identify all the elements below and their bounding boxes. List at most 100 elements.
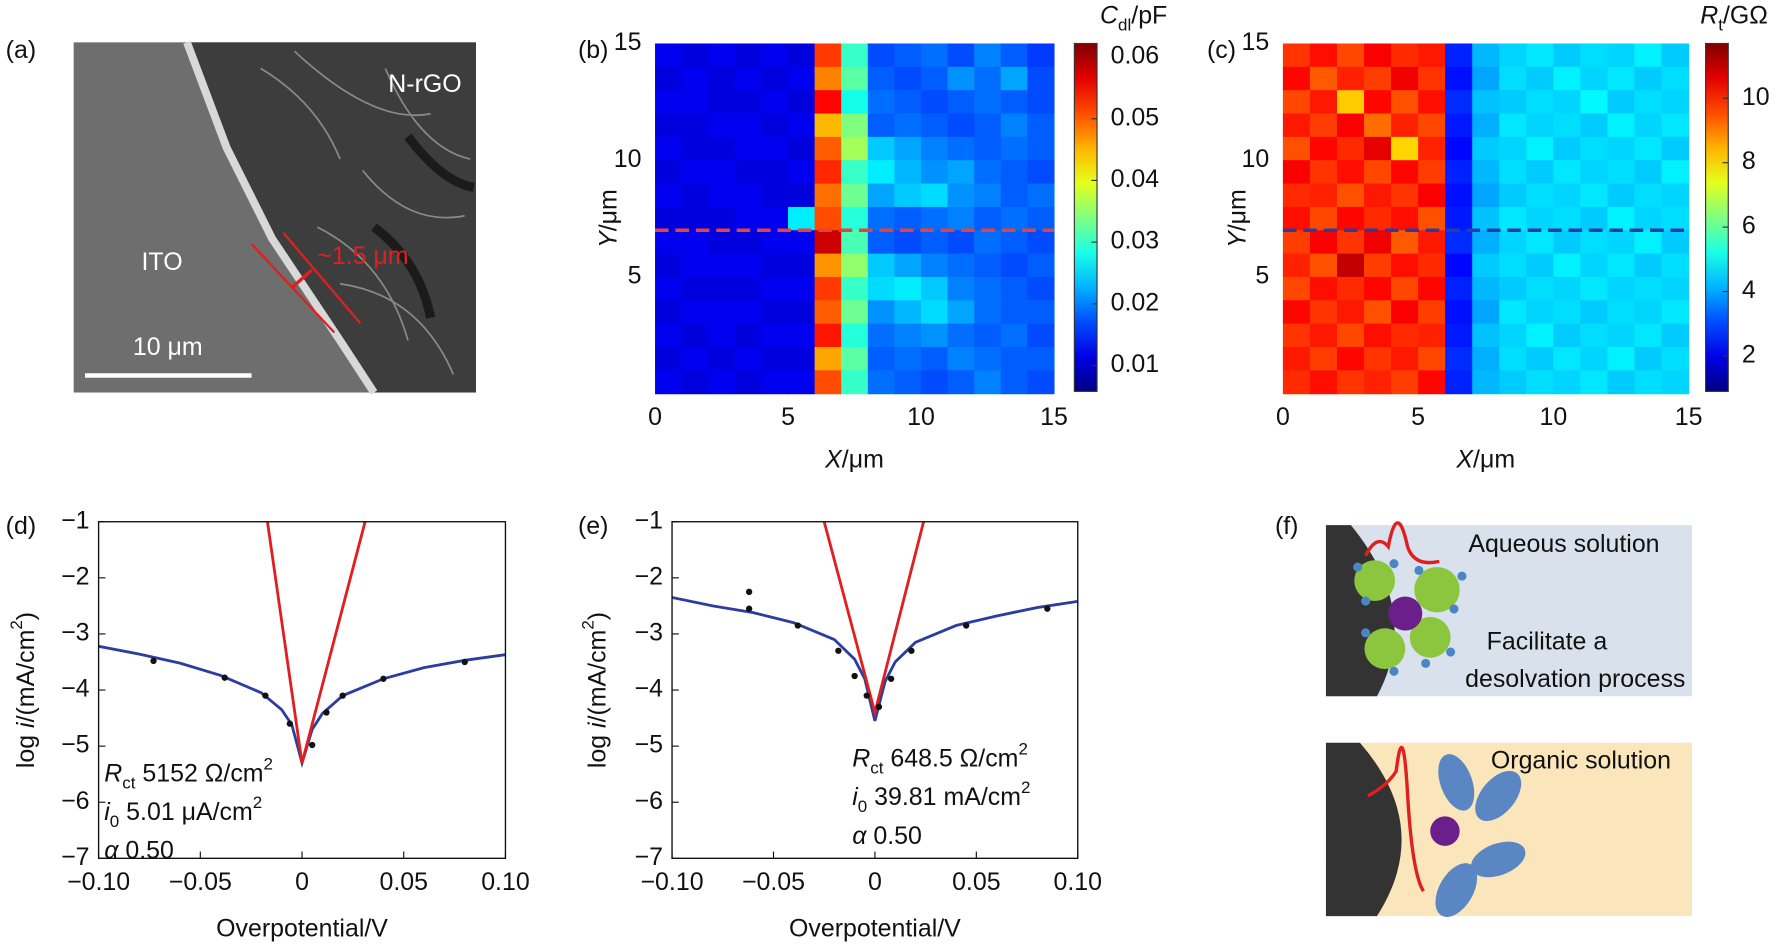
heatmap-cell — [1472, 346, 1500, 371]
heatmap-cell — [1634, 370, 1663, 395]
heatmap-cell — [1661, 253, 1690, 278]
colorbar-tick-label: 4 — [1742, 276, 1756, 304]
heatmap-cell — [1309, 136, 1338, 161]
heatmap-cell — [947, 90, 975, 115]
heatmap-cell — [974, 136, 1002, 161]
heatmap-cell — [1472, 43, 1500, 68]
heatmap-cell — [1472, 323, 1500, 348]
heatmap-cell — [1553, 136, 1581, 161]
colorbar-title-part: t — [1718, 15, 1723, 34]
heatmap-cell — [1000, 43, 1028, 68]
heatmap-cell — [814, 160, 842, 185]
heatmap-cell — [1282, 370, 1311, 395]
heatmap-cell — [1526, 206, 1554, 231]
heatmap-cell — [788, 300, 816, 325]
heatmap-cell — [1364, 230, 1392, 255]
data-point — [323, 709, 330, 716]
x-tick-label: 0 — [868, 868, 882, 896]
heatmap-cell — [1282, 113, 1311, 138]
y-axis-title-part: /(mA/cm — [12, 630, 40, 723]
heatmap-cell — [681, 276, 709, 301]
heatmap-cell — [920, 300, 949, 325]
heatmap-cell — [894, 66, 922, 91]
heatmap-cell — [974, 66, 1002, 91]
heatmap-cell — [1336, 206, 1365, 231]
heatmap-cell — [1445, 276, 1473, 301]
heatmap-cell — [1472, 230, 1500, 255]
annotation-part: R — [852, 744, 870, 772]
heatmap-cell — [655, 323, 683, 348]
x-axis-title-part: Overpotential/V — [216, 914, 388, 942]
x-tick-label: 0 — [295, 868, 309, 896]
y-axis-title-part: /(mA/cm — [583, 630, 611, 723]
heatmap-cell — [1309, 206, 1338, 231]
x-tick-label: 0.05 — [952, 868, 1001, 896]
heatmap-cell — [708, 370, 736, 395]
heatmap-cell — [867, 253, 895, 278]
heatmap-cell — [761, 370, 789, 395]
heatmap-cell — [1634, 206, 1663, 231]
heatmap-cell — [1391, 160, 1419, 185]
heatmap-cell — [1580, 66, 1609, 91]
heatmap-cell — [1309, 253, 1338, 278]
heatmap-cell — [1472, 253, 1500, 278]
heatmap-cell — [1472, 276, 1500, 301]
schematic — [1325, 521, 1693, 917]
width-note: ~1.5 μm — [317, 242, 408, 270]
y-axis-title-part: /μm — [1223, 189, 1251, 231]
heatmap-cell — [841, 66, 869, 91]
heatmap-cell — [894, 276, 922, 301]
heatmap-cell — [894, 206, 922, 231]
heatmap-cell — [1661, 206, 1690, 231]
micrograph — [73, 40, 476, 395]
heatmap-cell — [947, 183, 975, 208]
heatmap-cell — [1418, 160, 1446, 185]
heatmap-cell — [1553, 323, 1581, 348]
heatmap-cell — [1418, 230, 1446, 255]
x-tick-label: −0.10 — [641, 868, 704, 896]
heatmap-cell — [947, 136, 975, 161]
heatmap-cell — [867, 276, 895, 301]
heatmap-cell — [1445, 253, 1473, 278]
heatmap-cell — [708, 346, 736, 371]
data-point — [339, 692, 346, 699]
material-label: N-rGO — [388, 70, 461, 98]
heatmap-cell — [1607, 183, 1636, 208]
heatmap-cell — [681, 300, 709, 325]
heatmap-cell — [1499, 253, 1527, 278]
heatmap-cell — [894, 323, 922, 348]
colorbar-title: Rt/GΩ — [1700, 1, 1768, 34]
heatmap-cell — [1607, 300, 1636, 325]
heatmap-cell — [761, 230, 789, 255]
heatmap-cell — [1607, 253, 1636, 278]
heatmap-cell — [1445, 370, 1473, 395]
heatmap-cell — [1580, 230, 1609, 255]
heatmap-cell — [734, 160, 762, 185]
x-tick-label: 5 — [1411, 403, 1425, 431]
heatmap-cell — [1445, 183, 1473, 208]
heatmap-cell — [920, 230, 949, 255]
heatmap-cell — [788, 136, 816, 161]
heatmap-cell — [1553, 90, 1581, 115]
colorbar-title-part: /pF — [1131, 1, 1167, 29]
y-axis-title: Y/μm — [1223, 189, 1251, 248]
schematic-label: desolvation process — [1465, 665, 1685, 693]
annotation-part: 648.5 Ω/cm — [883, 744, 1018, 772]
y-axis-title-part: /μm — [594, 189, 622, 231]
heatmap-cell — [867, 370, 895, 395]
heatmap-cell — [1364, 183, 1392, 208]
heatmap-cell — [708, 206, 736, 231]
annotation-part: α — [104, 836, 119, 864]
heatmap-cell — [788, 113, 816, 138]
heatmap-cell — [1391, 346, 1419, 371]
heatmap-cell — [1526, 276, 1554, 301]
scale-bar-label: 10 μm — [133, 333, 203, 361]
data-point — [286, 720, 293, 727]
heatmap-cell — [814, 206, 842, 231]
heatmap-cell — [867, 136, 895, 161]
heatmap-cell — [761, 300, 789, 325]
heatmap-cell — [1418, 90, 1446, 115]
heatmap-cell — [1282, 160, 1311, 185]
heatmap-cell — [1336, 66, 1365, 91]
heatmap-cell — [1526, 183, 1554, 208]
